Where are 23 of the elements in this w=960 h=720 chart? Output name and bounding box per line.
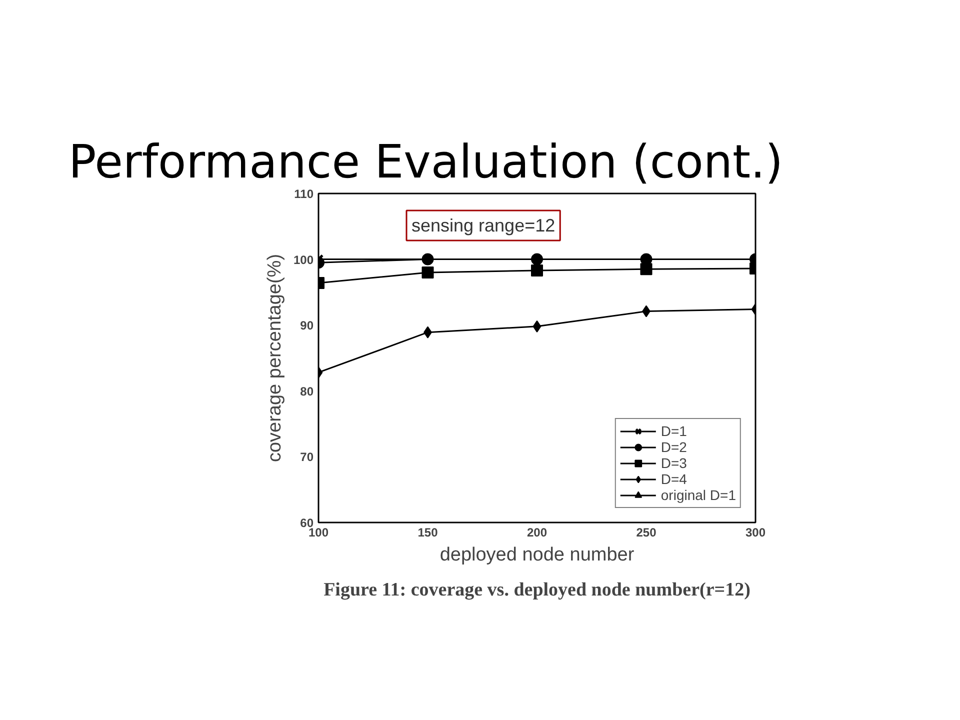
chart-title: Performance Evaluation (cont.) [68,134,784,188]
legend-label: D=1 [660,423,687,439]
x-tick-label: 300 [745,526,766,540]
y-tick-label: 70 [300,450,314,464]
y-axis-title: coverage percentage(%) [264,254,286,462]
caption: Figure 11: coverage vs. deployed node number(r=12) [324,580,750,600]
point [640,263,652,276]
x-tick-label: 150 [418,526,438,540]
y-tick-label: 100 [293,252,314,267]
point [531,264,543,276]
x-tick-label: 200 [526,526,548,540]
point [422,266,434,278]
legend-label: D=3 [660,455,687,471]
legend-label: D=2 [660,439,687,455]
y-tick-label: 80 [300,384,314,398]
legend-label: D=4 [660,471,687,487]
x-axis-title: deployed node number [440,544,635,566]
y-tick-label: 90 [300,318,314,333]
annotation: sensing range=12 [412,216,556,236]
point [532,320,542,332]
legend-label: original D=1 [660,487,736,503]
y-tick-label: 110 [294,187,314,201]
x-tick-label: 250 [636,526,657,540]
